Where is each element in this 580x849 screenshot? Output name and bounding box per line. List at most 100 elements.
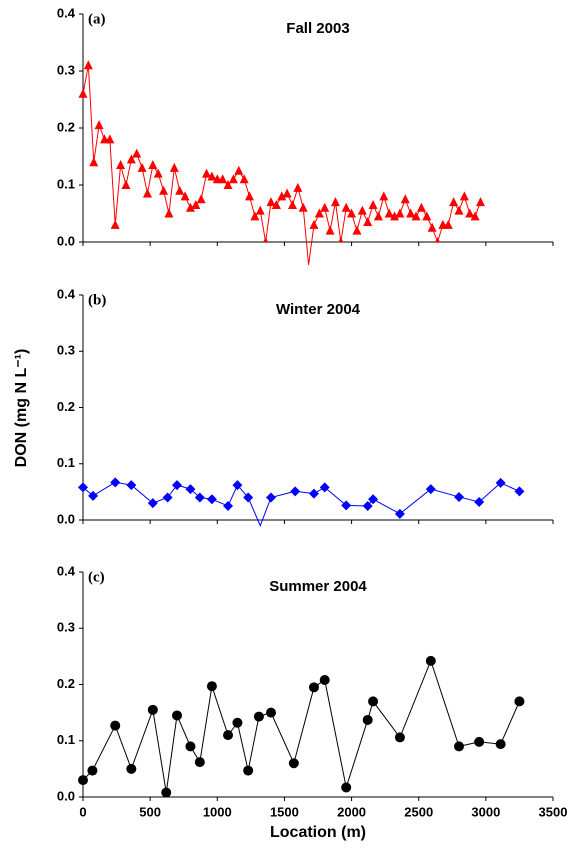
marker bbox=[308, 682, 319, 693]
marker bbox=[319, 482, 330, 493]
marker bbox=[362, 500, 373, 511]
marker bbox=[232, 480, 243, 491]
marker bbox=[454, 741, 464, 752]
x-tick-label: 1000 bbox=[203, 804, 232, 819]
y-tick-label: 0.2 bbox=[57, 119, 75, 134]
marker bbox=[142, 188, 152, 198]
marker bbox=[126, 154, 136, 164]
marker bbox=[78, 482, 88, 493]
marker bbox=[94, 120, 104, 130]
marker bbox=[228, 174, 238, 184]
panel-label: (b) bbox=[88, 292, 106, 308]
marker bbox=[474, 497, 485, 507]
marker bbox=[395, 208, 405, 218]
y-tick-label: 0.0 bbox=[57, 788, 75, 803]
y-tick-label: 0.4 bbox=[57, 286, 76, 301]
marker bbox=[379, 191, 389, 201]
marker bbox=[514, 696, 525, 707]
marker bbox=[341, 500, 352, 511]
marker bbox=[185, 202, 195, 212]
marker bbox=[206, 494, 217, 505]
marker bbox=[169, 162, 179, 172]
marker bbox=[159, 185, 169, 195]
marker bbox=[78, 88, 88, 98]
x-tick-label: 2000 bbox=[337, 804, 366, 819]
y-tick-label: 0.1 bbox=[57, 455, 75, 470]
marker bbox=[465, 208, 475, 218]
marker bbox=[89, 157, 99, 167]
x-tick-label: 3500 bbox=[539, 804, 568, 819]
marker bbox=[368, 199, 378, 209]
panel-label: (c) bbox=[88, 569, 105, 585]
marker bbox=[384, 208, 394, 218]
marker bbox=[347, 208, 357, 218]
marker bbox=[411, 211, 421, 221]
marker bbox=[282, 188, 292, 198]
marker bbox=[148, 160, 158, 170]
marker bbox=[287, 199, 297, 209]
marker bbox=[161, 787, 172, 797]
marker bbox=[88, 490, 99, 501]
marker bbox=[172, 480, 182, 491]
marker bbox=[325, 225, 335, 235]
marker bbox=[362, 714, 373, 725]
marker bbox=[121, 180, 131, 189]
marker bbox=[255, 205, 265, 215]
marker bbox=[319, 675, 330, 685]
marker bbox=[470, 211, 480, 221]
marker bbox=[422, 211, 432, 221]
marker bbox=[341, 202, 351, 212]
series-line bbox=[82, 481, 520, 527]
markers bbox=[78, 60, 485, 242]
marker bbox=[243, 765, 254, 776]
marker bbox=[320, 202, 330, 212]
marker bbox=[363, 217, 373, 227]
marker bbox=[400, 194, 410, 204]
marker bbox=[194, 492, 205, 503]
marker bbox=[352, 225, 362, 235]
marker bbox=[83, 60, 93, 70]
marker bbox=[137, 162, 147, 172]
marker bbox=[172, 710, 182, 721]
marker bbox=[290, 486, 301, 497]
marker bbox=[110, 720, 121, 731]
marker bbox=[110, 477, 121, 488]
x-tick-label: 500 bbox=[139, 804, 161, 819]
marker bbox=[368, 494, 379, 505]
x-tick-label: 3000 bbox=[471, 804, 500, 819]
marker bbox=[474, 736, 485, 747]
marker bbox=[126, 480, 137, 491]
marker bbox=[271, 199, 281, 209]
marker bbox=[454, 205, 464, 215]
y-tick-label: 0.2 bbox=[57, 399, 75, 414]
y-tick-label: 0.0 bbox=[57, 511, 75, 526]
marker bbox=[153, 168, 163, 178]
marker bbox=[288, 758, 299, 769]
marker bbox=[357, 205, 367, 215]
marker bbox=[514, 486, 525, 497]
marker bbox=[309, 219, 319, 229]
marker bbox=[495, 477, 506, 488]
y-tick-label: 0.4 bbox=[57, 5, 76, 20]
y-tick-label: 0.2 bbox=[57, 676, 75, 691]
y-tick-label: 0.0 bbox=[57, 233, 75, 248]
marker bbox=[373, 211, 383, 221]
y-tick-label: 0.1 bbox=[57, 732, 75, 747]
y-tick-label: 0.3 bbox=[57, 62, 75, 77]
panel-label: (a) bbox=[88, 11, 106, 27]
markers bbox=[78, 477, 525, 519]
marker bbox=[394, 732, 405, 743]
marker bbox=[207, 171, 217, 181]
marker bbox=[185, 484, 196, 495]
marker bbox=[266, 492, 276, 503]
marker bbox=[223, 500, 234, 511]
x-tick-label: 0 bbox=[79, 804, 86, 819]
marker bbox=[253, 711, 264, 722]
marker bbox=[266, 197, 276, 207]
x-tick-label: 1500 bbox=[270, 804, 299, 819]
marker bbox=[223, 180, 233, 189]
marker bbox=[341, 782, 352, 793]
marker bbox=[126, 763, 137, 774]
marker bbox=[245, 191, 255, 201]
marker bbox=[314, 208, 324, 218]
